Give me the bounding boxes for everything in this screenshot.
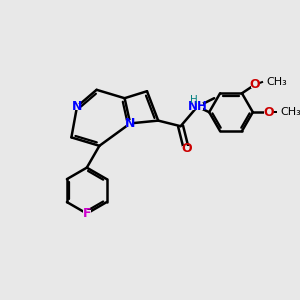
Text: N: N	[125, 117, 135, 130]
Text: CH₃: CH₃	[280, 107, 300, 117]
Text: CH₃: CH₃	[266, 77, 287, 87]
Bar	[264, 109, 272, 115]
Text: H: H	[190, 95, 198, 105]
Bar	[250, 82, 258, 88]
Text: O: O	[263, 106, 274, 119]
Text: F: F	[82, 207, 91, 220]
Bar	[83, 211, 91, 217]
Text: O: O	[181, 142, 191, 155]
Bar	[182, 146, 190, 152]
Bar	[192, 103, 203, 110]
Text: NH: NH	[188, 100, 207, 113]
Text: O: O	[249, 78, 260, 92]
Text: N: N	[72, 100, 82, 113]
Bar	[126, 120, 134, 127]
Bar	[73, 103, 81, 110]
